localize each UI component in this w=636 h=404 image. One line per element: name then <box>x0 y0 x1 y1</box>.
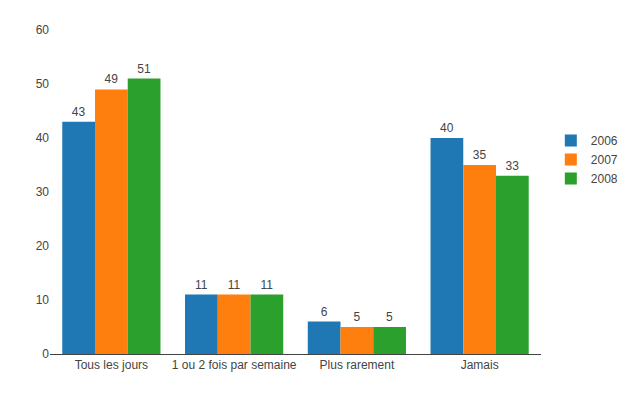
svg-text:51: 51 <box>137 62 151 76</box>
svg-text:10: 10 <box>36 293 50 307</box>
svg-text:2007: 2007 <box>591 153 618 167</box>
svg-text:30: 30 <box>36 185 50 199</box>
svg-text:50: 50 <box>36 77 50 91</box>
svg-text:Jamais: Jamais <box>461 358 499 372</box>
svg-text:60: 60 <box>36 23 50 37</box>
svg-text:5: 5 <box>353 310 360 324</box>
svg-text:40: 40 <box>36 131 50 145</box>
svg-text:0: 0 <box>42 347 49 361</box>
svg-text:35: 35 <box>473 148 487 162</box>
svg-text:20: 20 <box>36 239 50 253</box>
svg-text:Tous les jours: Tous les jours <box>75 358 148 372</box>
svg-text:Plus rarement: Plus rarement <box>320 358 395 372</box>
svg-text:11: 11 <box>228 278 241 292</box>
svg-text:11: 11 <box>260 278 273 292</box>
svg-text:33: 33 <box>506 159 520 173</box>
svg-text:5: 5 <box>386 310 393 324</box>
svg-text:43: 43 <box>72 105 86 119</box>
svg-text:1 ou 2 fois par semaine: 1 ou 2 fois par semaine <box>172 358 297 372</box>
svg-text:6: 6 <box>321 305 328 319</box>
svg-text:2008: 2008 <box>591 172 618 186</box>
svg-text:40: 40 <box>440 121 454 135</box>
svg-text:2006: 2006 <box>591 134 618 148</box>
svg-text:49: 49 <box>105 72 119 86</box>
svg-text:11: 11 <box>195 278 208 292</box>
